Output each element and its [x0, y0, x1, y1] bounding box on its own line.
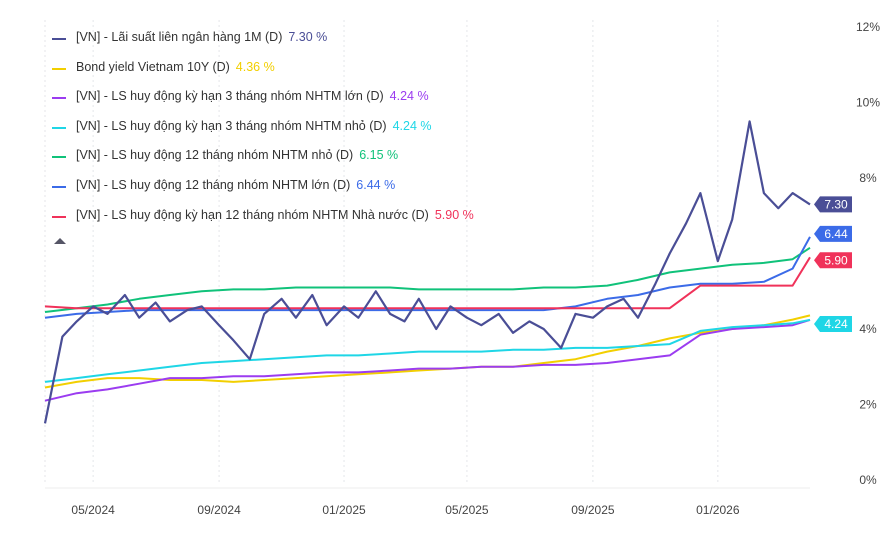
series-line — [44, 318, 811, 402]
legend-value: 6.44 % — [356, 177, 396, 192]
x-tick-label: 01/2025 — [322, 503, 366, 517]
x-tick-label: 05/2024 — [71, 503, 115, 517]
x-tick-label: 05/2025 — [445, 503, 489, 517]
legend-label: [VN] - LS huy động kỳ hạn 3 tháng nhóm N… — [76, 118, 387, 133]
legend-value: 5.90 % — [434, 207, 474, 222]
series-line — [44, 318, 811, 383]
series-line — [44, 256, 811, 310]
legend-swatch — [52, 126, 66, 129]
price-tag-label: 7.30 — [824, 197, 848, 211]
x-tick-label: 09/2024 — [197, 503, 241, 517]
legend-value: 4.36 % — [235, 59, 275, 74]
legend-item[interactable]: [VN] - LS huy động 12 tháng nhóm NHTM nh… — [52, 148, 474, 178]
legend-item[interactable]: [VN] - Lãi suất liên ngân hàng 1M (D) 7.3… — [52, 30, 474, 60]
price-tag — [814, 196, 852, 213]
legend-label: [VN] - LS huy động 12 tháng nhóm NHTM nh… — [76, 148, 354, 163]
legend-value: 4.24 % — [392, 118, 432, 133]
series-line — [44, 246, 811, 313]
legend-label: [VN] - LS huy động kỳ hạn 3 tháng nhóm N… — [76, 89, 384, 104]
legend-item[interactable]: [VN] - LS huy động kỳ hạn 12 tháng nhóm … — [52, 208, 474, 238]
legend-swatch — [52, 38, 66, 40]
price-tag-label: 5.90 — [824, 253, 848, 267]
legend-item[interactable]: [VN] - LS huy động kỳ hạn 3 tháng nhóm N… — [52, 89, 474, 119]
price-tag-label: 4.24 — [824, 317, 848, 331]
legend-label: [VN] - LS huy động kỳ hạn 12 tháng nhóm … — [76, 207, 429, 222]
legend: [VN] - Lãi suất liên ngân hàng 1M (D) 7.3… — [52, 30, 474, 237]
price-tag-label: 6.44 — [824, 227, 848, 241]
series-line — [43, 120, 811, 424]
legend-swatch — [52, 185, 66, 188]
legend-swatch — [52, 215, 66, 218]
x-tick-label: 09/2025 — [571, 503, 615, 517]
collapse-legend-icon[interactable] — [54, 238, 66, 244]
y-tick-label: 4% — [859, 322, 877, 336]
legend-swatch — [52, 97, 66, 100]
legend-item[interactable]: [VN] - LS huy động 12 tháng nhóm NHTM lớ… — [52, 178, 474, 208]
price-tag — [814, 225, 852, 242]
y-tick-label: 12% — [856, 20, 880, 34]
x-tick-label: 01/2026 — [696, 503, 740, 517]
price-tag — [814, 315, 852, 332]
legend-value: 6.15 % — [359, 148, 399, 163]
legend-item[interactable]: [VN] - LS huy động kỳ hạn 3 tháng nhóm N… — [52, 119, 474, 149]
y-tick-label: 8% — [859, 171, 877, 185]
y-tick-label: 10% — [856, 96, 880, 110]
legend-label: [VN] - LS huy động 12 tháng nhóm NHTM lớ… — [76, 177, 351, 192]
legend-item[interactable]: Bond yield Vietnam 10Y (D) 4.36 % — [52, 60, 474, 90]
legend-label: [VN] - Lãi suất liên ngân hàng 1M (D) — [76, 30, 283, 44]
legend-swatch — [52, 67, 66, 70]
y-tick-label: 0% — [859, 473, 877, 487]
legend-value: 7.30 % — [288, 30, 328, 44]
legend-value: 4.24 % — [389, 89, 429, 104]
price-tag — [814, 252, 852, 269]
legend-swatch — [52, 156, 66, 159]
y-tick-label: 2% — [859, 398, 877, 412]
series-line — [44, 236, 811, 319]
legend-label: Bond yield Vietnam 10Y (D) — [76, 59, 230, 74]
